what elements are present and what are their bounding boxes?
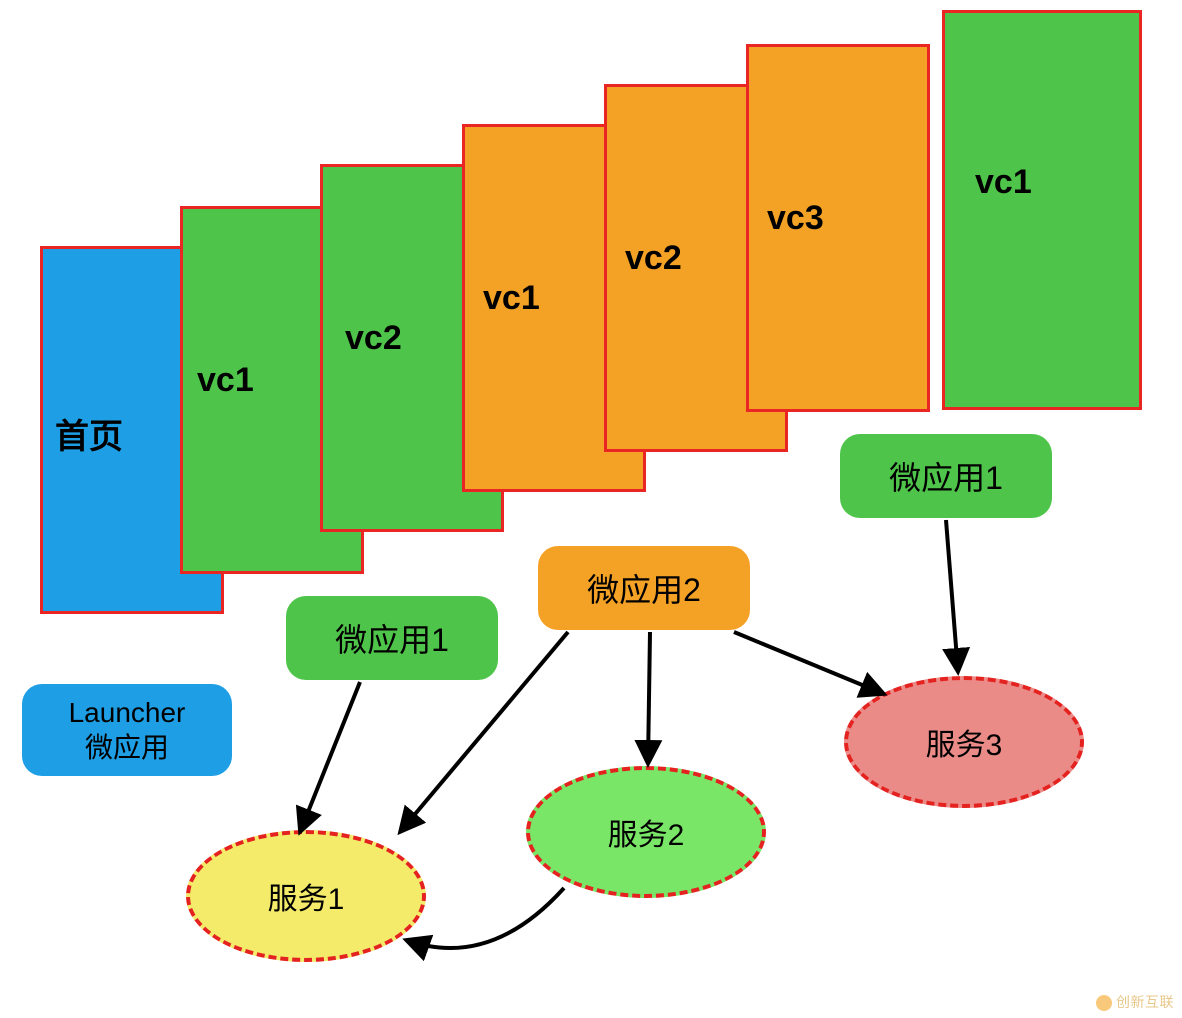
watermark: 创新互联 bbox=[1096, 992, 1174, 1012]
badge-label: 微应用1 bbox=[335, 615, 449, 661]
badge-microapp1b: 微应用1 bbox=[840, 434, 1052, 518]
service3: 服务3 bbox=[844, 676, 1084, 808]
arrow-a1 bbox=[300, 682, 360, 832]
card-label: vc1 bbox=[197, 361, 254, 400]
watermark-logo-icon bbox=[1096, 995, 1112, 1011]
card-label: vc2 bbox=[625, 239, 682, 278]
arrow-a4 bbox=[734, 632, 884, 694]
badge-label: 微应用2 bbox=[587, 565, 701, 611]
service-label: 服务2 bbox=[608, 810, 685, 854]
card-g-vc1b: vc1 bbox=[942, 10, 1142, 410]
card-label: vc1 bbox=[975, 163, 1032, 202]
badge-label: Launcher 微应用 bbox=[69, 695, 186, 765]
watermark-text: 创新互联 bbox=[1116, 994, 1174, 1010]
card-label: vc2 bbox=[345, 319, 402, 358]
card-label: vc1 bbox=[483, 279, 540, 318]
service-label: 服务3 bbox=[926, 720, 1003, 764]
badge-label: 微应用1 bbox=[889, 453, 1003, 499]
service1: 服务1 bbox=[186, 830, 426, 962]
arrow-a5 bbox=[946, 520, 958, 672]
card-label: vc3 bbox=[767, 199, 824, 238]
arrow-a6 bbox=[406, 888, 564, 948]
service-label: 服务1 bbox=[268, 874, 345, 918]
badge-launcher: Launcher 微应用 bbox=[22, 684, 232, 776]
badge-microapp1a: 微应用1 bbox=[286, 596, 498, 680]
diagram-canvas: 首页 vc1 vc2 vc1 vc2 vc3 vc1 Launcher 微应用 … bbox=[0, 0, 1182, 1018]
card-o-vc3: vc3 bbox=[746, 44, 930, 412]
badge-microapp2: 微应用2 bbox=[538, 546, 750, 630]
card-label: 首页 bbox=[55, 409, 123, 458]
arrow-a3 bbox=[648, 632, 650, 764]
service2: 服务2 bbox=[526, 766, 766, 898]
